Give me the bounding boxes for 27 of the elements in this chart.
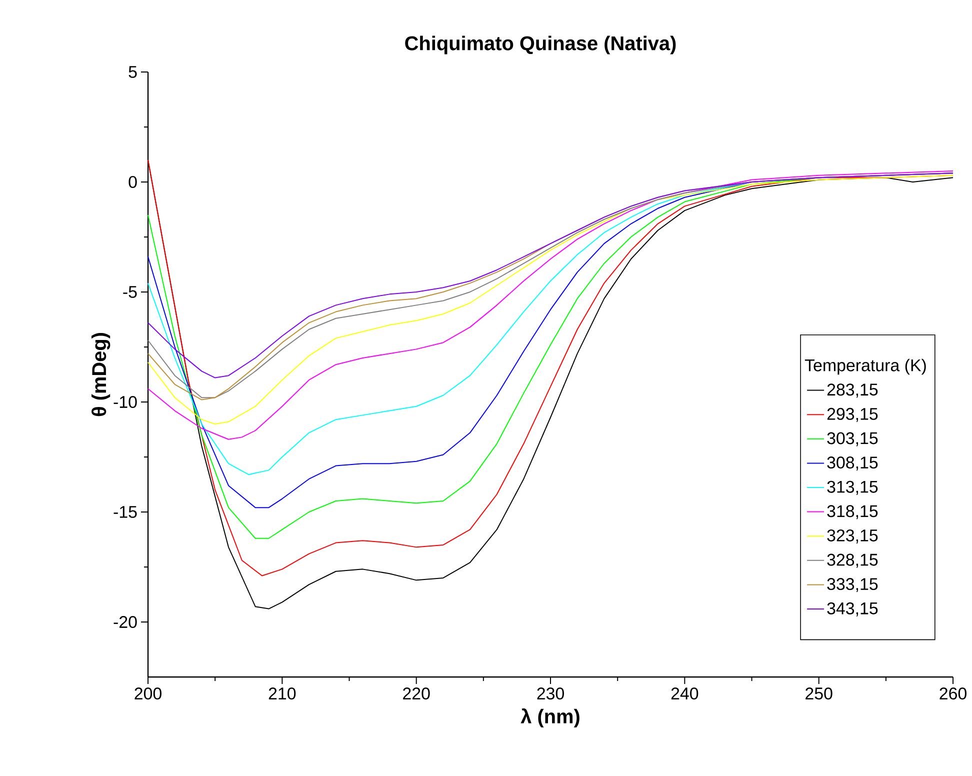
- legend-label: 328,15: [827, 554, 878, 568]
- legend-label: 293,15: [827, 408, 878, 422]
- legend-label: 308,15: [827, 456, 878, 471]
- y-tick-label: 5: [128, 66, 137, 78]
- legend-label: 343,15: [827, 602, 878, 616]
- legend-label: 333,15: [827, 578, 878, 592]
- x-tick-label: 200: [134, 688, 162, 700]
- chart-title: Chiquimato Quinase (Nativa): [405, 36, 676, 54]
- x-tick-label: 250: [806, 688, 832, 700]
- y-tick-label: 0: [128, 176, 137, 188]
- legend-label: 283,15: [827, 384, 878, 398]
- x-tick-label: 210: [268, 688, 296, 700]
- legend-label: 313,15: [827, 480, 878, 495]
- x-tick-label: 260: [940, 688, 966, 700]
- x-axis-title: λ (nm): [520, 708, 580, 728]
- legend-label: 303,15: [827, 432, 878, 446]
- legend-label: 318,15: [827, 505, 878, 520]
- y-tick-label: -10: [114, 396, 137, 408]
- x-tick-label: 230: [537, 688, 564, 700]
- legend-label: 323,15: [827, 529, 878, 544]
- y-tick-label: -15: [114, 506, 137, 518]
- y-tick-label: -5: [123, 286, 137, 298]
- y-tick-label: -20: [114, 616, 137, 628]
- x-tick-label: 240: [671, 688, 698, 700]
- x-tick-label: 220: [403, 688, 430, 700]
- legend-title: Temperatura (K): [804, 358, 926, 375]
- y-axis-title: θ (mDeg): [92, 333, 110, 416]
